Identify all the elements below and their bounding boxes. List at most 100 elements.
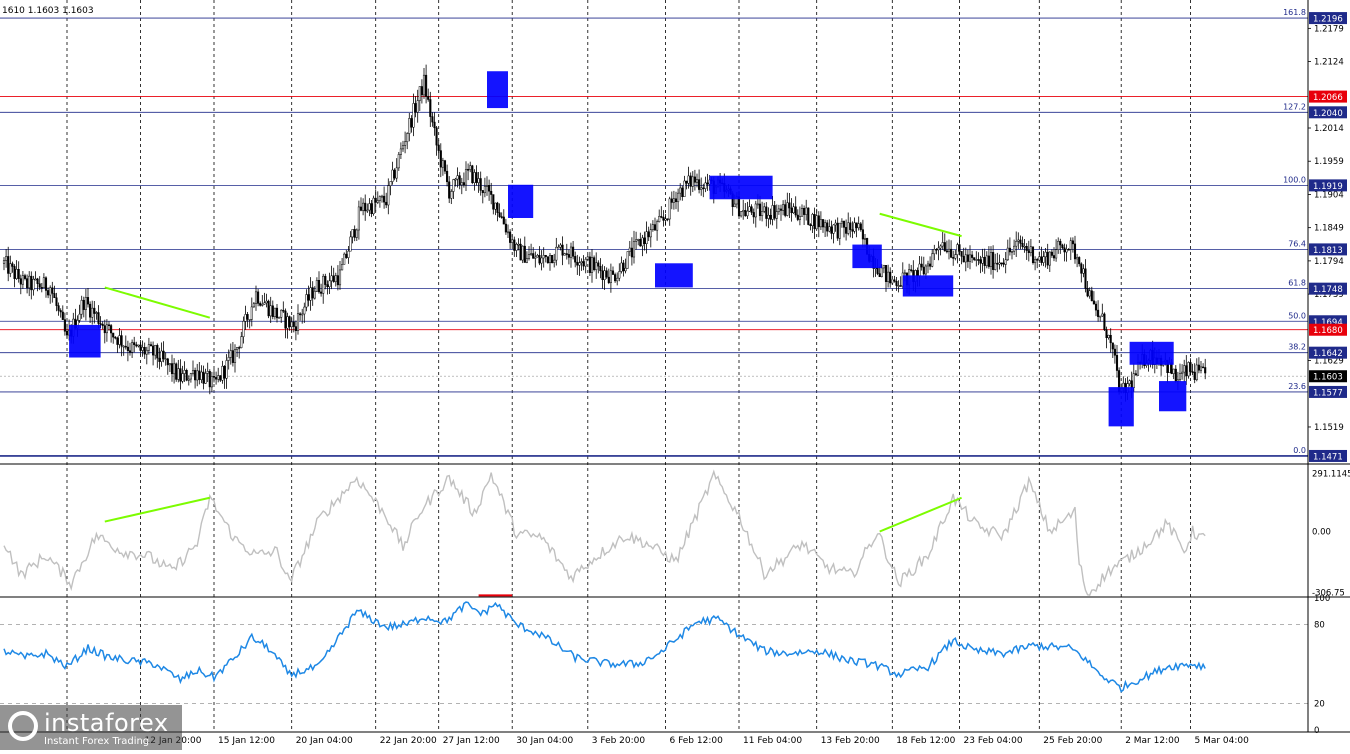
candle-body-315 [665,219,667,221]
candle-body-85 [182,374,184,382]
candle-body-373 [787,203,789,216]
candle-body-365 [770,215,772,219]
candle-body-166 [352,229,354,237]
candle-body-100 [213,376,215,377]
candle-body-3 [10,264,12,274]
candle-body-454 [957,245,959,255]
x-tick-label-4: 27 Jan 12:00 [443,736,500,746]
candle-body-496 [1045,252,1047,257]
candle-body-328 [692,177,694,187]
candle-body-210 [444,161,446,172]
candle-body-48 [104,326,106,333]
candle-body-517 [1089,291,1091,296]
candle-body-390 [822,219,824,227]
candle-body-84 [180,369,182,382]
rsi-tick-label-0: 100 [1314,594,1330,604]
candle-body-572 [1204,367,1206,373]
candle-body-19 [43,278,45,288]
candle-body-378 [797,215,799,220]
price-tag-label-9: 1.1603 [1313,373,1343,383]
y-tick-label-3: 1.1959 [1314,157,1344,167]
candle-body-511 [1076,257,1078,259]
candle-body-499 [1051,252,1053,255]
candle-body-371 [782,205,784,211]
candle-body-325 [686,181,688,183]
candle-body-329 [694,177,696,182]
cci-series-line [4,472,1205,596]
candle-body-263 [556,247,558,260]
candle-body-146 [310,288,312,301]
candle-body-197 [417,101,419,113]
candle-body-424 [894,280,896,281]
candle-body-66 [142,347,144,350]
candle-body-70 [150,345,152,346]
candle-body-317 [669,199,671,219]
candle-body-380 [801,208,803,216]
x-tick-label-2: 20 Jan 04:00 [296,736,353,746]
candle-body-26 [58,306,60,311]
candle-body-213 [451,191,453,198]
candle-body-157 [333,276,335,282]
candle-body-153 [325,276,327,284]
candle-body-375 [791,208,793,213]
candle-body-558 [1175,369,1177,381]
candle-body-96 [205,373,207,383]
candle-body-299 [631,248,633,257]
price-divergence-line-0 [105,287,210,317]
candle-body-90 [192,370,194,373]
candle-body-473 [997,263,999,264]
price-tag-label-5: 1.1748 [1313,285,1343,295]
candle-body-386 [814,214,816,229]
candle-body-516 [1087,288,1089,296]
candle-body-22 [49,288,51,295]
candle-body-362 [763,207,765,211]
candle-body-10 [24,276,26,279]
candle-body-419 [883,265,885,268]
candle-body-505 [1064,248,1066,252]
candle-body-348 [734,204,736,207]
signal-box-7 [1109,387,1134,426]
candle-body-186 [394,170,396,178]
candle-body-518 [1091,291,1093,301]
candle-body-141 [299,314,301,315]
candle-body-296 [625,268,627,271]
candle-body-240 [507,232,509,233]
candle-body-441 [929,264,931,266]
candle-body-122 [259,303,261,305]
candle-body-187 [396,168,398,178]
price-tag-label-10: 1.1577 [1313,388,1343,398]
candle-body-220 [465,169,467,185]
candle-body-121 [257,292,259,304]
y-tick-label-0: 1.2179 [1314,24,1344,34]
logo-name: instaforex [44,709,169,737]
candle-body-294 [621,263,623,271]
candle-body-115 [245,314,247,321]
candle-body-350 [738,197,740,216]
candle-body-472 [994,263,996,270]
candle-body-191 [404,142,406,146]
candle-body-310 [654,225,656,231]
candle-body-493 [1039,257,1041,260]
candle-body-388 [818,216,820,227]
candle-body-242 [511,240,513,243]
candle-body-488 [1028,251,1030,253]
candle-body-60 [129,351,131,353]
candle-body-291 [614,275,616,281]
candle-body-571 [1202,367,1204,368]
candle-body-64 [138,345,140,346]
candle-body-117 [249,319,251,320]
candle-body-182 [385,202,387,205]
candle-body-8 [20,279,22,285]
signal-box-2 [508,185,533,218]
candle-body-98 [209,371,211,387]
candle-body-297 [627,252,629,269]
candle-body-247 [522,246,524,260]
candle-body-256 [541,258,543,263]
candle-body-123 [262,304,264,305]
y-tick-label-6: 1.1794 [1314,257,1344,267]
candle-body-264 [558,247,560,248]
candle-body-151 [320,292,322,293]
candle-body-165 [350,237,352,251]
candle-body-485 [1022,243,1024,246]
